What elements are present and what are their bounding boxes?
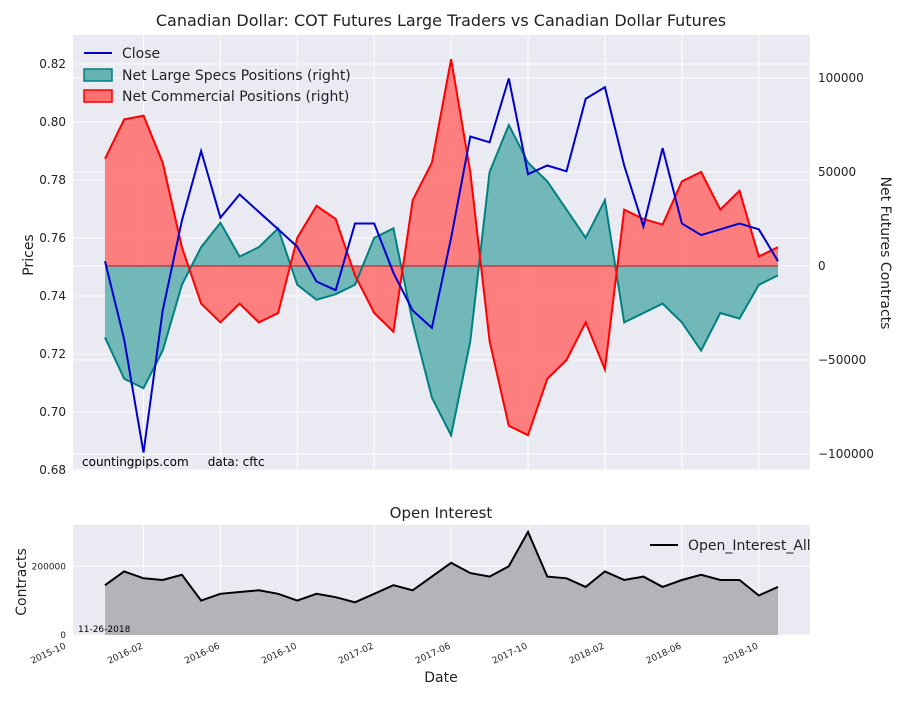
oi-x-tick-label: 2017-06 bbox=[414, 642, 453, 667]
oi-x-axis-label: Date bbox=[424, 670, 457, 686]
right-axis-ticks: −100000 −50000 0 50000 100000 bbox=[818, 71, 874, 461]
oi-y-tick-label: 200000 bbox=[32, 562, 67, 572]
oi-x-tick-label: 2018-06 bbox=[645, 642, 684, 667]
oi-y-ticks: 0 200000 bbox=[32, 562, 67, 641]
left-tick-label: 0.68 bbox=[39, 463, 66, 477]
legend-swatch-specs bbox=[83, 68, 113, 82]
main-legend: Close Net Large Specs Positions (right) … bbox=[83, 46, 351, 105]
oi-y-axis-label: Contracts bbox=[14, 548, 30, 616]
oi-x-ticks: 2015-10 2016-02 2016-06 2016-10 2017-02 2017-… bbox=[29, 642, 760, 667]
left-tick-label: 0.76 bbox=[39, 231, 66, 245]
oi-x-tick-label: 2016-02 bbox=[106, 642, 144, 667]
oi-legend: Open_Interest_All bbox=[650, 538, 811, 554]
oi-chart-title: Open Interest bbox=[390, 504, 493, 522]
oi-fill bbox=[105, 531, 778, 635]
oi-x-tick-label: 2017-10 bbox=[491, 642, 530, 667]
left-axis-label: Prices bbox=[21, 234, 37, 275]
main-chart-title: Canadian Dollar: COT Futures Large Trade… bbox=[156, 11, 726, 30]
left-tick-label: 0.82 bbox=[39, 57, 66, 71]
legend-label-commercial: Net Commercial Positions (right) bbox=[122, 89, 349, 105]
legend-swatch-commercial bbox=[83, 89, 113, 103]
oi-date-label: 11-26-2018 bbox=[78, 625, 131, 635]
right-tick-label: −100000 bbox=[818, 447, 874, 461]
left-tick-label: 0.80 bbox=[39, 115, 66, 129]
oi-x-tick-label: 2016-10 bbox=[260, 642, 299, 667]
oi-x-tick-label: 2016-06 bbox=[183, 642, 222, 667]
commercial-area bbox=[105, 59, 778, 436]
oi-x-tick-label: 2015-10 bbox=[29, 642, 68, 667]
close-line bbox=[104, 78, 779, 453]
main-lines bbox=[104, 59, 779, 453]
left-axis-ticks: 0.68 0.70 0.72 0.74 0.76 0.78 0.80 0.82 bbox=[39, 57, 66, 477]
oi-y-tick-label: 0 bbox=[60, 631, 66, 641]
legend-label-specs: Net Large Specs Positions (right) bbox=[122, 68, 351, 84]
left-tick-label: 0.70 bbox=[39, 405, 66, 419]
legend-label-close: Close bbox=[122, 46, 160, 62]
oi-x-tick-label: 2017-02 bbox=[337, 642, 375, 667]
left-tick-label: 0.72 bbox=[39, 347, 66, 361]
right-tick-label: 0 bbox=[818, 259, 826, 273]
oi-area bbox=[104, 529, 779, 635]
right-tick-label: 50000 bbox=[818, 165, 856, 179]
oi-x-tick-label: 2018-10 bbox=[722, 642, 761, 667]
right-axis-label: Net Futures Contracts bbox=[877, 177, 893, 330]
right-tick-label: −50000 bbox=[818, 353, 866, 367]
specs-line bbox=[104, 122, 779, 439]
right-tick-label: 100000 bbox=[818, 71, 864, 85]
watermark: countingpips.com data: cftc bbox=[82, 455, 265, 469]
oi-x-tick-label: 2018-02 bbox=[568, 642, 606, 667]
left-tick-label: 0.78 bbox=[39, 173, 66, 187]
commercial-line bbox=[104, 59, 779, 437]
left-tick-label: 0.74 bbox=[39, 289, 66, 303]
oi-line bbox=[104, 529, 779, 604]
legend-label-oi: Open_Interest_All bbox=[688, 538, 811, 554]
